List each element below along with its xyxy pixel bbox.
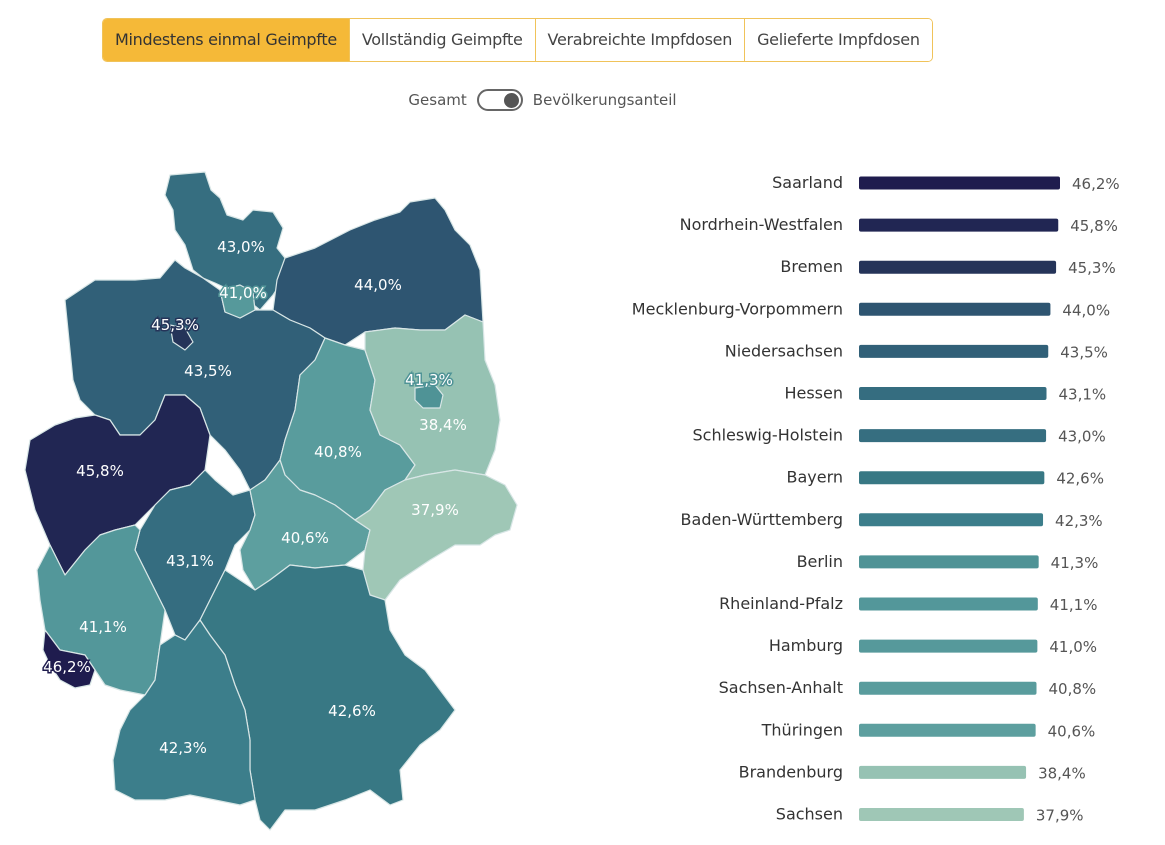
map-label-baden-wuerttemberg: 42,3%: [159, 739, 207, 757]
map-label-niedersachsen: 43,5%: [184, 362, 232, 380]
map-label-nordrhein-westfalen: 45,8%: [76, 462, 124, 480]
bar-value-bayern: 42,6%: [1056, 470, 1104, 488]
map-state-hamburg[interactable]: [219, 284, 256, 319]
bar-thueringen[interactable]: [859, 723, 1036, 737]
bar-value-thueringen: 40,6%: [1048, 722, 1096, 740]
toggle-label-bevoelkerungsanteil[interactable]: Bevölkerungsanteil: [532, 91, 677, 109]
bar-value-hessen: 43,1%: [1059, 386, 1107, 404]
bar-rheinland-pfalz[interactable]: [859, 597, 1038, 611]
display-mode-switch[interactable]: [476, 89, 523, 111]
toggle-label-gesamt[interactable]: Gesamt: [408, 91, 467, 109]
bar-value-schleswig-holstein: 43,0%: [1058, 428, 1106, 446]
map-label-sachsen-anhalt: 40,8%: [314, 443, 362, 461]
bar-value-berlin: 41,3%: [1051, 554, 1099, 572]
map-state-berlin[interactable]: [414, 384, 444, 409]
bar-label-niedersachsen: Niedersachsen: [725, 341, 843, 360]
bar-nordrhein-westfalen[interactable]: [859, 218, 1059, 232]
bar-hamburg[interactable]: [859, 639, 1038, 653]
bar-sachsen-anhalt[interactable]: [859, 681, 1037, 695]
tab-verabreichte-impfdosen[interactable]: Verabreichte Impfdosen: [534, 19, 745, 61]
bar-label-bayern: Bayern: [786, 468, 843, 487]
bar-saarland[interactable]: [859, 176, 1060, 190]
bar-value-mecklenburg-vorpommern: 44,0%: [1062, 301, 1110, 319]
bar-value-baden-wuerttemberg: 42,3%: [1055, 512, 1103, 530]
tab-vollstaendig-geimpfte[interactable]: Vollständig Geimpfte: [348, 19, 535, 61]
bar-value-rheinland-pfalz: 41,1%: [1050, 596, 1098, 614]
bar-mecklenburg-vorpommern[interactable]: [859, 302, 1051, 316]
bar-bayern[interactable]: [859, 471, 1045, 485]
map-state-baden-wuerttemberg[interactable]: [112, 619, 256, 806]
bar-label-sachsen: Sachsen: [776, 805, 843, 824]
display-mode-toggle-row: Gesamt Bevölkerungsanteil: [0, 89, 1085, 111]
bar-value-sachsen-anhalt: 40,8%: [1049, 680, 1097, 698]
map-label-saarland: 46,2%: [43, 658, 91, 676]
map-state-thueringen[interactable]: [239, 459, 371, 591]
bar-label-saarland: Saarland: [772, 173, 843, 192]
bar-label-nordrhein-westfalen: Nordrhein-Westfalen: [680, 215, 843, 234]
state-bar-chart: Saarland 46,2% Nordrhein-Westfalen 45,8% Bre…: [632, 173, 1120, 825]
map-label-sachsen: 37,9%: [411, 501, 459, 519]
bar-label-hamburg: Hamburg: [769, 636, 843, 655]
bar-berlin[interactable]: [859, 555, 1039, 569]
bar-label-schleswig-holstein: Schleswig-Holstein: [693, 426, 843, 445]
map-label-bremen: 45,3%: [151, 316, 199, 334]
map-label-rheinland-pfalz: 41,1%: [79, 618, 127, 636]
map-label-brandenburg: 38,4%: [419, 416, 467, 434]
bar-value-saarland: 46,2%: [1072, 175, 1120, 193]
bar-brandenburg[interactable]: [859, 765, 1027, 779]
map-state-bremen[interactable]: [169, 324, 194, 351]
bar-label-hessen: Hessen: [784, 384, 843, 403]
bar-label-rheinland-pfalz: Rheinland-Pfalz: [719, 594, 843, 613]
bar-label-sachsen-anhalt: Sachsen-Anhalt: [719, 678, 843, 697]
map-label-schleswig-holstein: 43,0%: [217, 238, 265, 256]
map-label-mecklenburg-vorpommern: 44,0%: [354, 276, 402, 294]
map-state-saarland[interactable]: [42, 629, 96, 689]
tab-gelieferte-impfdosen[interactable]: Gelieferte Impfdosen: [744, 19, 932, 61]
bar-label-baden-wuerttemberg: Baden-Württemberg: [681, 510, 843, 529]
bar-label-berlin: Berlin: [797, 552, 843, 571]
map-label-hamburg: 41,0%: [219, 284, 267, 302]
map-label-berlin: 41,3%: [405, 371, 453, 389]
bar-value-brandenburg: 38,4%: [1038, 764, 1086, 782]
bar-label-mecklenburg-vorpommern: Mecklenburg-Vorpommern: [632, 299, 843, 318]
germany-choropleth-map: 43,0% 44,0% 43,5% 45,8% 43,1% 41,1% 46,2% 40,8%…: [24, 171, 518, 831]
bar-label-brandenburg: Brandenburg: [739, 762, 843, 781]
bar-value-nordrhein-westfalen: 45,8%: [1070, 217, 1118, 235]
bar-sachsen[interactable]: [859, 808, 1024, 821]
map-state-mecklenburg-vorpommern[interactable]: [272, 197, 484, 346]
bar-baden-wuerttemberg[interactable]: [859, 513, 1044, 527]
bar-label-bremen: Bremen: [780, 257, 843, 276]
bar-niedersachsen[interactable]: [859, 344, 1049, 358]
bar-hessen[interactable]: [859, 387, 1047, 400]
metric-tabs: Mindestens einmal Geimpfte Vollständig G…: [102, 18, 933, 62]
bar-value-sachsen: 37,9%: [1036, 807, 1084, 825]
bar-bremen[interactable]: [859, 260, 1057, 274]
bar-value-niedersachsen: 43,5%: [1060, 343, 1108, 361]
bar-schleswig-holstein[interactable]: [859, 429, 1047, 443]
map-label-hessen: 43,1%: [166, 552, 214, 570]
map-label-thueringen: 40,6%: [281, 529, 329, 547]
switch-knob: [503, 93, 519, 108]
bar-value-bremen: 45,3%: [1068, 259, 1116, 277]
bar-value-hamburg: 41,0%: [1049, 638, 1097, 656]
tab-mindestens-einmal-geimpfte[interactable]: Mindestens einmal Geimpfte: [103, 19, 349, 61]
bar-label-thueringen: Thüringen: [761, 720, 843, 739]
map-label-bayern: 42,6%: [328, 702, 376, 720]
